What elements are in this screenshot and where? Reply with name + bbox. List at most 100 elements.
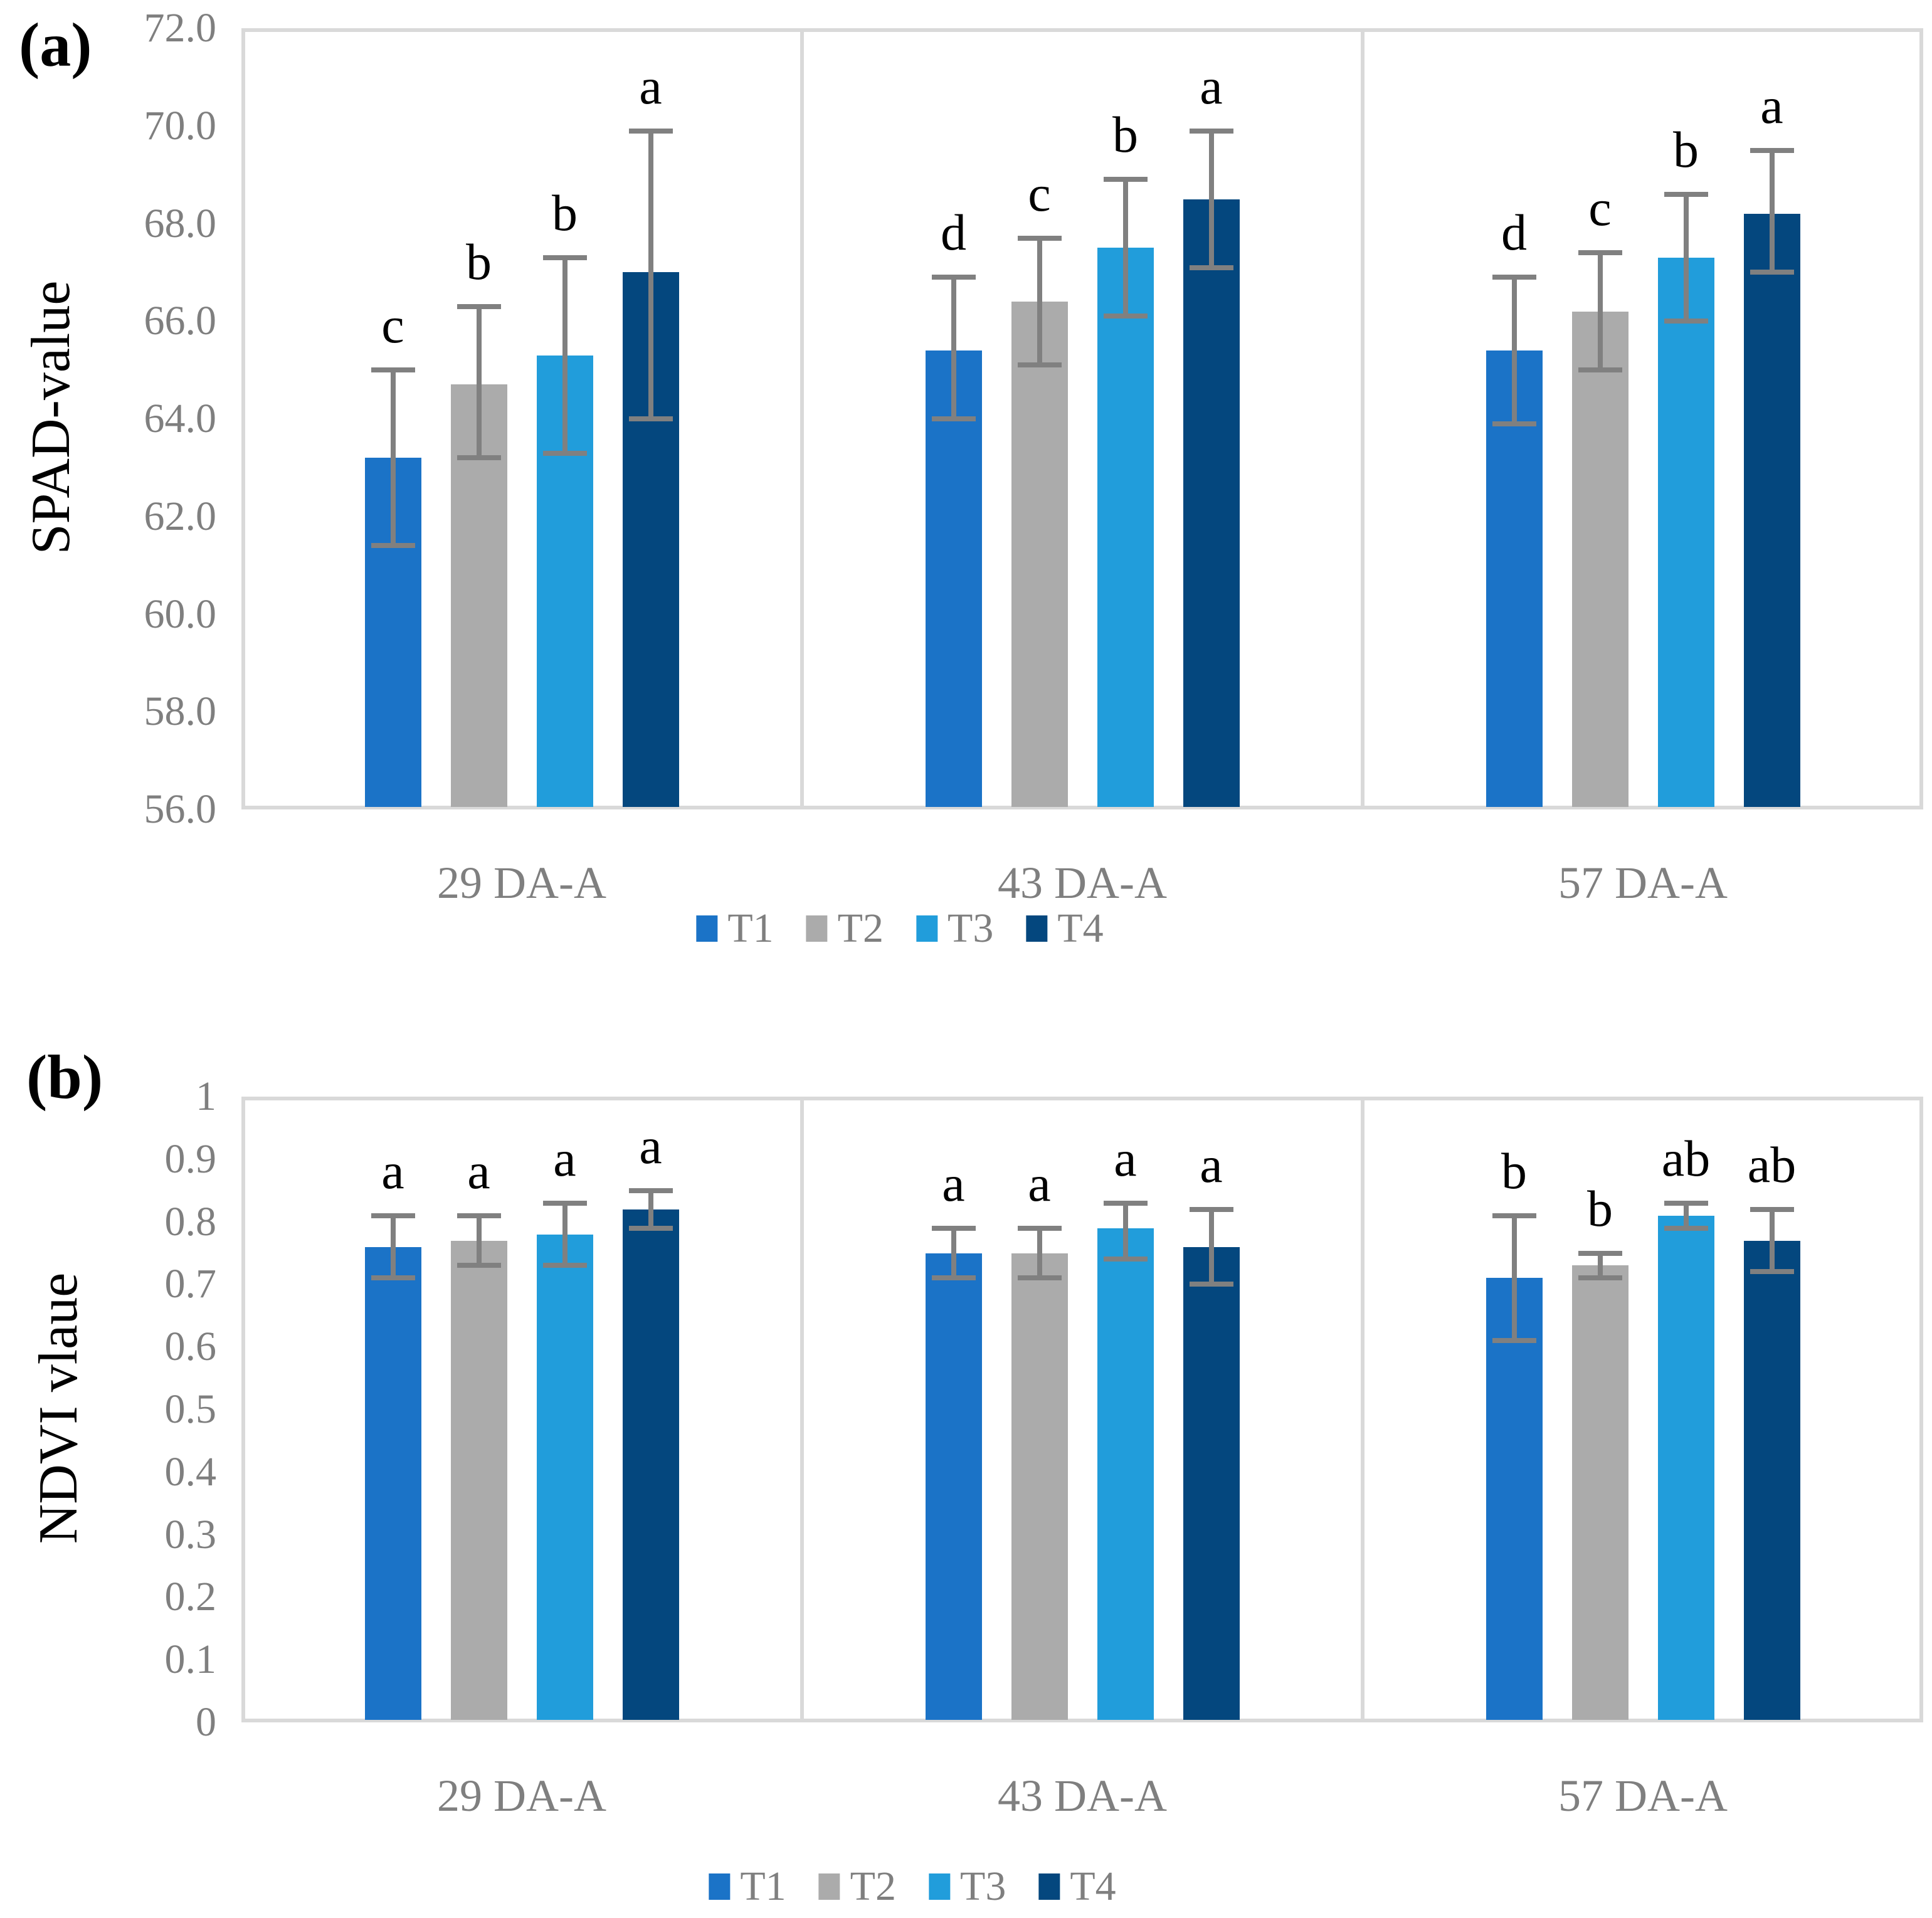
- y-tick-label: 1: [196, 1073, 216, 1119]
- bar-T2: [1011, 302, 1068, 807]
- error-bar-line: [1511, 1215, 1517, 1341]
- legend-swatch-T2: [818, 1873, 840, 1900]
- legend-item-T3: T3: [916, 908, 993, 949]
- significance-letter: d: [941, 204, 966, 261]
- significance-letter: b: [1501, 1142, 1527, 1199]
- error-bar-cap-bottom: [371, 543, 415, 549]
- y-tick-label: 66.0: [144, 298, 217, 344]
- bar-T3: [1097, 248, 1154, 807]
- error-bar-cap-bottom: [1492, 1338, 1536, 1344]
- error-bar-cap-bottom: [1750, 1269, 1794, 1275]
- error-bar-line: [1769, 1209, 1775, 1272]
- significance-letter: b: [1587, 1179, 1613, 1237]
- legend-item-T2: T2: [806, 908, 884, 949]
- bar-T3: [536, 1234, 593, 1720]
- error-bar-cap-bottom: [457, 1263, 501, 1268]
- error-bar-cap-top: [1750, 1206, 1794, 1212]
- error-bar-line: [1683, 1203, 1689, 1228]
- significance-letter: c: [1588, 179, 1612, 237]
- group-separator: [800, 1097, 804, 1722]
- group-separator: [800, 28, 804, 809]
- error-bar-cap-top: [371, 367, 415, 373]
- significance-letter: a: [1028, 1154, 1051, 1212]
- error-bar-cap-top: [1664, 1200, 1708, 1206]
- significance-letter: d: [1501, 204, 1527, 261]
- error-bar-line: [1683, 194, 1689, 322]
- group-separator: [1361, 28, 1365, 809]
- legend-item-T2: T2: [818, 1863, 896, 1909]
- error-bar-line: [562, 258, 567, 453]
- y-tick-label: 0.9: [164, 1136, 217, 1182]
- error-bar-cap-bottom: [1664, 319, 1708, 324]
- bar-T3: [1657, 1215, 1714, 1720]
- legend-swatch-T1: [696, 915, 718, 942]
- legend-label: T2: [850, 1863, 896, 1909]
- y-tick-label: 0.4: [164, 1448, 217, 1495]
- significance-letter: ab: [1747, 1136, 1797, 1193]
- error-bar-line: [476, 306, 482, 458]
- error-bar-cap-top: [1492, 1213, 1536, 1218]
- category-label: 57 DA-A: [1558, 858, 1728, 908]
- error-bar-line: [390, 1215, 396, 1278]
- significance-letter: a: [553, 1129, 576, 1187]
- legend-label: T3: [960, 1863, 1006, 1909]
- significance-letter: b: [466, 233, 492, 290]
- bar-T3: [1657, 258, 1714, 807]
- error-bar-line: [476, 1215, 482, 1266]
- bar-T4: [1183, 199, 1240, 807]
- legend-item-T1: T1: [709, 1866, 786, 1907]
- bar-T4: [1183, 1246, 1240, 1720]
- error-bar-cap-bottom: [1017, 1275, 1062, 1281]
- y-tick-label: 58.0: [144, 688, 217, 735]
- y-tick-label: 0.2: [164, 1574, 217, 1620]
- error-bar-cap-bottom: [1664, 1225, 1708, 1231]
- significance-letter: b: [1112, 106, 1138, 164]
- y-tick-label: 0.8: [164, 1198, 217, 1245]
- error-bar-line: [1122, 179, 1128, 317]
- error-bar-cap-top: [931, 1225, 976, 1231]
- error-bar-line: [1037, 1228, 1042, 1278]
- legend-item-T3: T3: [929, 1866, 1006, 1907]
- y-tick-label: 0.7: [164, 1261, 217, 1307]
- legend-item-T1: T1: [696, 908, 774, 949]
- y-tick-label: 56.0: [144, 786, 217, 832]
- error-bar-cap-top: [628, 1188, 673, 1193]
- error-bar-cap-top: [1017, 235, 1062, 241]
- significance-letter: c: [1028, 164, 1051, 222]
- panel-b-label: (b): [26, 1042, 103, 1112]
- error-bar-cap-top: [1189, 128, 1233, 134]
- error-bar-line: [1122, 1203, 1128, 1260]
- legend-item-T4: T4: [1026, 905, 1104, 951]
- error-bar-cap-top: [542, 1200, 587, 1206]
- significance-letter: ab: [1661, 1129, 1711, 1187]
- legend-label: T1: [740, 1863, 786, 1909]
- y-tick-label: 70.0: [144, 102, 217, 149]
- error-bar-cap-top: [542, 255, 587, 260]
- significance-letter: b: [552, 184, 578, 241]
- bar-T1: [925, 1253, 982, 1720]
- y-tick-label: 60.0: [144, 591, 217, 637]
- bar-T4: [1743, 213, 1800, 807]
- error-bar-cap-top: [371, 1213, 415, 1218]
- error-bar-cap-bottom: [931, 1275, 976, 1281]
- bar-T1: [925, 350, 982, 807]
- error-bar-line: [1208, 130, 1214, 268]
- y-tick-label: 0: [196, 1699, 216, 1745]
- error-bar-cap-top: [1750, 147, 1794, 153]
- error-bar-cap-bottom: [371, 1275, 415, 1281]
- panel-a-label: (a): [19, 10, 92, 80]
- error-bar-cap-bottom: [542, 1263, 587, 1268]
- legend-label: T4: [1057, 905, 1104, 951]
- error-bar-cap-bottom: [1189, 265, 1233, 270]
- category-label: 29 DA-A: [437, 1771, 606, 1821]
- category-label: 43 DA-A: [998, 1771, 1167, 1821]
- legend-swatch-T1: [709, 1873, 731, 1900]
- error-bar-cap-top: [1189, 1206, 1233, 1212]
- significance-letter: a: [639, 1117, 662, 1174]
- error-bar-cap-bottom: [628, 1225, 673, 1231]
- bar-T4: [622, 1209, 679, 1720]
- error-bar-cap-top: [1664, 191, 1708, 197]
- bar-T2: [450, 1240, 507, 1720]
- legend: T1 T2 T3 T4: [680, 908, 1119, 949]
- category-label: 43 DA-A: [998, 858, 1167, 908]
